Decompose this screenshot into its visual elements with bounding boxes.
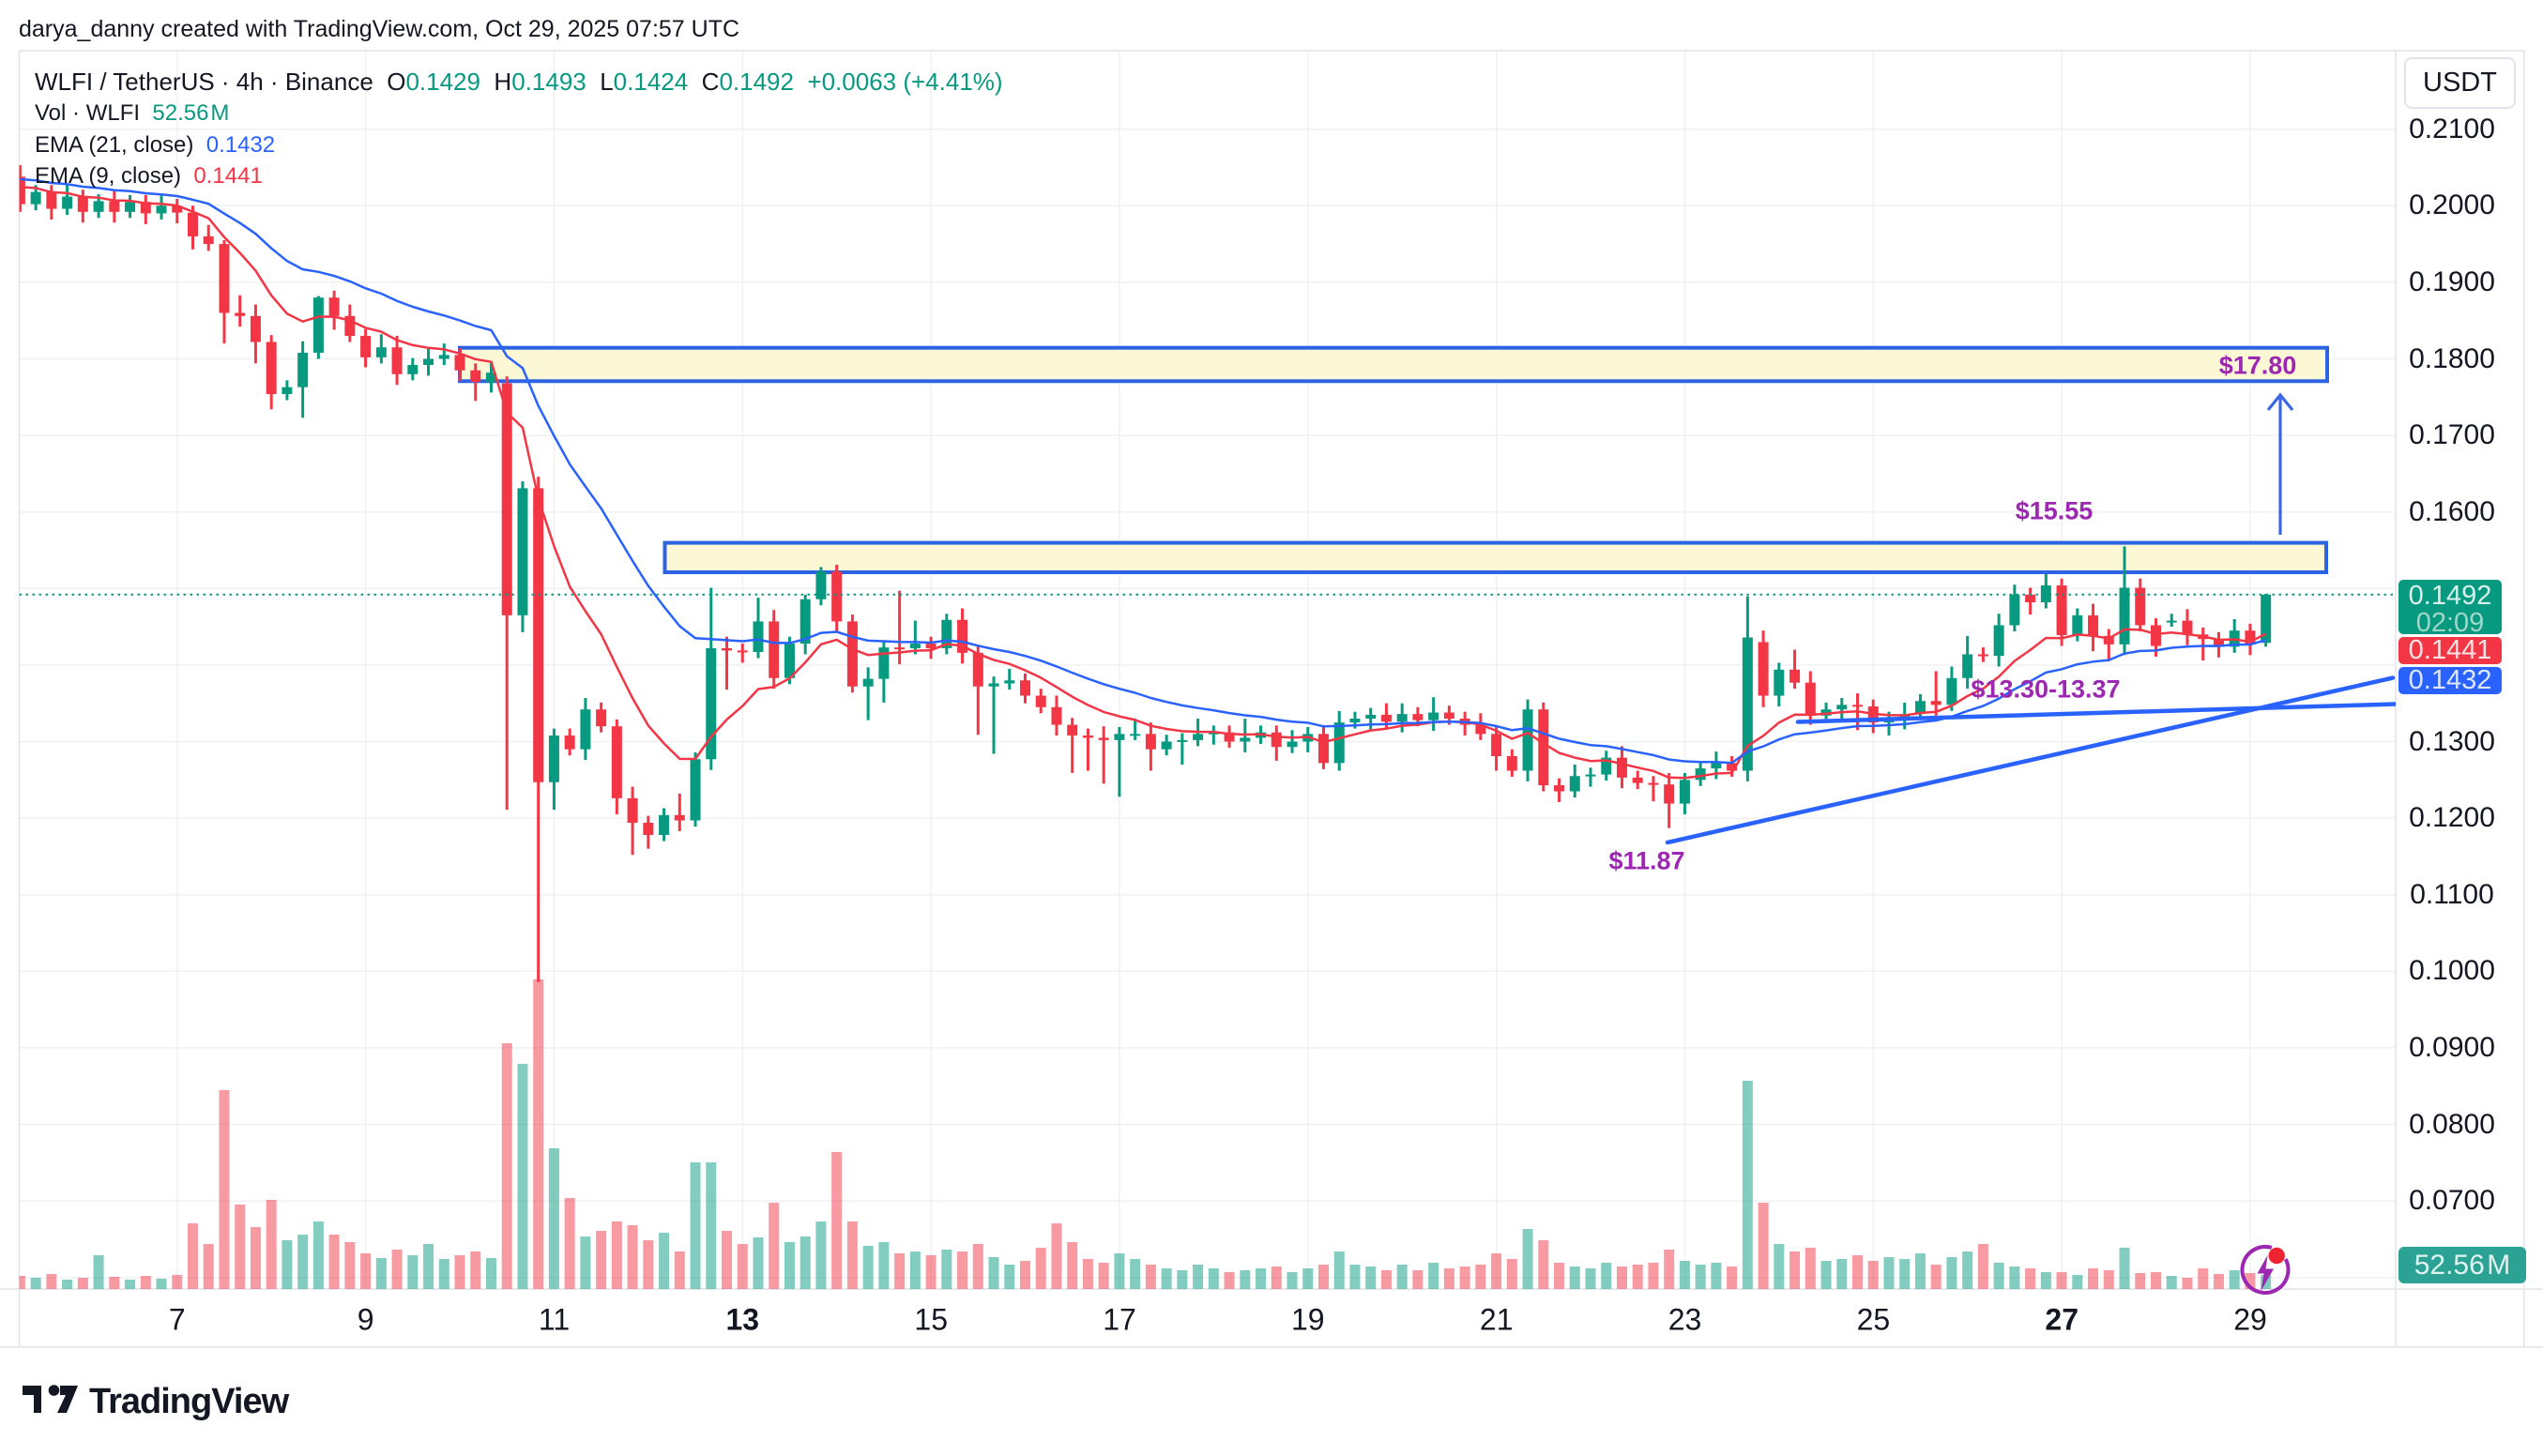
svg-text:TradingView: TradingView — [89, 1382, 290, 1421]
